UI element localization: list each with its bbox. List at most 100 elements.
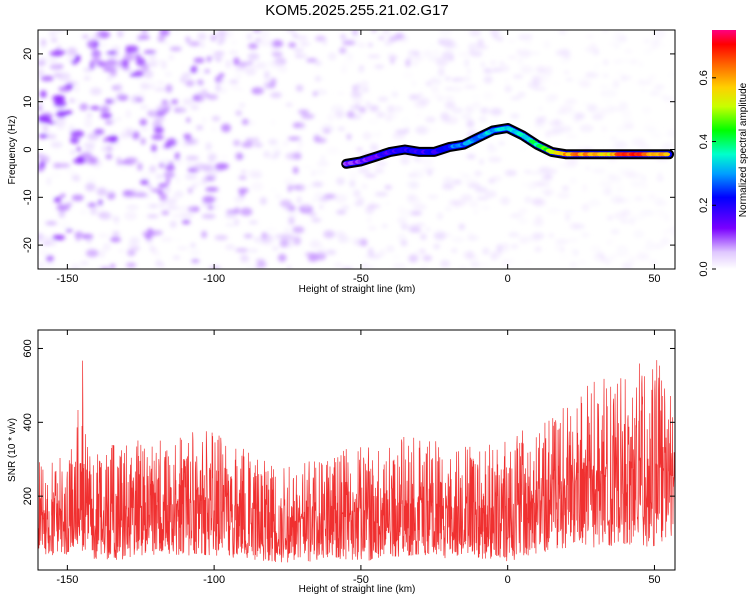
heatmap-noise-blob bbox=[337, 127, 345, 131]
heatmap-noise-blob bbox=[116, 83, 123, 92]
heatmap-noise-blob bbox=[245, 137, 253, 145]
heatmap-noise-blob bbox=[437, 212, 443, 220]
heatmap-noise-blob bbox=[109, 46, 120, 51]
heatmap-noise-blob bbox=[110, 131, 116, 135]
heatmap-noise-blob bbox=[524, 196, 532, 204]
chart-title: KOM5.2025.255.21.02.G17 bbox=[265, 2, 448, 19]
heatmap-noise-blob bbox=[306, 58, 318, 63]
heatmap-noise-blob bbox=[122, 191, 137, 198]
heatmap-noise-blob bbox=[175, 175, 181, 185]
heatmap-noise-blob bbox=[288, 42, 297, 48]
heatmap-noise-blob bbox=[425, 116, 436, 123]
heatmap-noise-blob bbox=[346, 189, 351, 196]
heatmap-noise-blob bbox=[306, 184, 313, 190]
heatmap-noise-blob bbox=[123, 30, 128, 34]
heatmap-noise-blob bbox=[651, 119, 663, 124]
heatmap-noise-blob bbox=[147, 30, 157, 34]
heatmap-noise-blob bbox=[239, 102, 246, 108]
heatmap-noise-blob bbox=[328, 40, 339, 47]
heatmap-noise-blob bbox=[438, 38, 443, 45]
heatmap-noise-blob bbox=[118, 249, 125, 253]
heatmap-noise-blob bbox=[85, 182, 96, 192]
heatmap-noise-blob bbox=[230, 85, 241, 90]
heatmap-noise-blob bbox=[339, 47, 347, 54]
colorbar-tick-label: 0.2 bbox=[698, 198, 710, 213]
heatmap-noise-blob bbox=[224, 30, 234, 38]
heatmap-noise-blob bbox=[91, 33, 102, 41]
heatmap-noise-blob bbox=[142, 230, 156, 238]
heatmap-noise-blob bbox=[141, 172, 152, 180]
heatmap-y-tick-label: 10 bbox=[22, 96, 34, 108]
heatmap-noise-blob bbox=[126, 45, 139, 54]
heatmap-noise-blob bbox=[460, 194, 473, 202]
heatmap-noise-blob bbox=[538, 255, 545, 262]
heatmap-noise-blob bbox=[441, 233, 453, 238]
heatmap-noise-blob bbox=[38, 249, 47, 255]
heatmap-noise-blob bbox=[538, 106, 543, 111]
heatmap-noise-blob bbox=[376, 111, 386, 118]
heatmap-noise-blob bbox=[163, 171, 175, 179]
heatmap-noise-blob bbox=[497, 198, 510, 202]
heatmap-noise-blob bbox=[653, 38, 663, 43]
heatmap-noise-blob bbox=[113, 216, 120, 223]
heatmap-noise-blob bbox=[66, 202, 73, 207]
heatmap-noise-blob bbox=[57, 163, 71, 168]
heatmap-noise-blob bbox=[217, 39, 223, 46]
heatmap-noise-blob bbox=[601, 126, 608, 132]
heatmap-noise-blob bbox=[166, 206, 179, 210]
heatmap-noise-blob bbox=[484, 68, 491, 73]
heatmap-noise-blob bbox=[535, 116, 543, 125]
heatmap-noise-blob bbox=[655, 209, 666, 217]
heatmap-noise-blob bbox=[353, 189, 361, 198]
heatmap-noise-blob bbox=[157, 191, 163, 195]
heatmap-noise-blob bbox=[589, 43, 598, 48]
heatmap-noise-blob bbox=[41, 124, 49, 130]
heatmap-noise-blob bbox=[456, 169, 464, 175]
heatmap-noise-blob bbox=[598, 187, 604, 194]
heatmap-noise-blob bbox=[163, 143, 172, 149]
heatmap-noise-blob bbox=[539, 189, 554, 194]
heatmap-noise-blob bbox=[484, 190, 497, 198]
heatmap-noise-blob bbox=[423, 168, 436, 172]
heatmap-noise-blob bbox=[438, 30, 453, 36]
heatmap-noise-blob bbox=[139, 118, 147, 126]
heatmap-noise-blob bbox=[125, 262, 137, 268]
heatmap-noise-blob bbox=[139, 104, 149, 110]
heatmap-noise-blob bbox=[137, 35, 150, 40]
heatmap-noise-blob bbox=[422, 50, 433, 58]
heatmap-noise-blob bbox=[161, 91, 175, 98]
heatmap-noise-blob bbox=[156, 250, 162, 259]
heatmap-noise-blob bbox=[427, 57, 435, 63]
heatmap-noise-blob bbox=[90, 87, 102, 96]
heatmap-noise-blob bbox=[309, 32, 315, 38]
heatmap-noise-blob bbox=[510, 113, 520, 119]
heatmap-noise-blob bbox=[565, 134, 578, 139]
heatmap-noise-blob bbox=[503, 247, 510, 253]
heatmap-noise-blob bbox=[442, 39, 456, 49]
heatmap-noise-blob bbox=[245, 264, 257, 269]
heatmap-noise-blob bbox=[376, 122, 384, 131]
heatmap-noise-blob bbox=[342, 58, 356, 67]
heatmap-noise-blob bbox=[156, 80, 165, 85]
heatmap-noise-blob bbox=[379, 249, 386, 257]
heatmap-noise-blob bbox=[120, 165, 128, 171]
heatmap-noise-blob bbox=[155, 260, 163, 267]
heatmap-noise-blob bbox=[272, 246, 279, 251]
heatmap-noise-blob bbox=[628, 173, 643, 178]
heatmap-noise-blob bbox=[572, 253, 578, 258]
heatmap-noise-blob bbox=[74, 231, 84, 239]
heatmap-noise-blob bbox=[427, 194, 439, 199]
heatmap-noise-blob bbox=[517, 218, 528, 225]
heatmap-noise-blob bbox=[307, 254, 319, 262]
heatmap-noise-blob bbox=[527, 181, 538, 190]
heatmap-noise-blob bbox=[350, 91, 362, 98]
heatmap-noise-blob bbox=[155, 174, 164, 180]
heatmap-noise-blob bbox=[582, 101, 588, 106]
heatmap-noise-blob bbox=[192, 163, 207, 171]
heatmap-noise-blob bbox=[617, 256, 631, 262]
heatmap-noise-blob bbox=[640, 210, 655, 217]
heatmap-noise-blob bbox=[45, 255, 54, 263]
heatmap-noise-blob bbox=[585, 34, 595, 39]
heatmap-noise-blob bbox=[185, 155, 199, 161]
heatmap-noise-blob bbox=[566, 158, 578, 167]
